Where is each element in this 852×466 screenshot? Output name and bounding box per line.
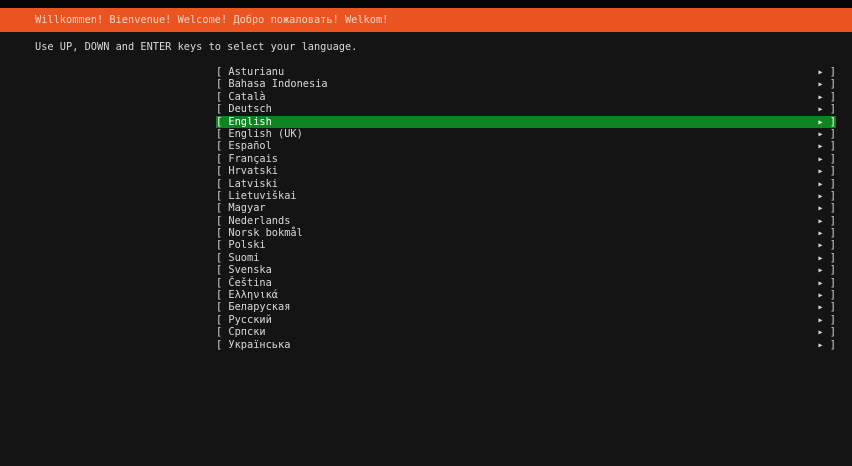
language-label: [ Asturianu [216,66,285,78]
language-option[interactable]: [ Suomi ▸ ] [216,252,836,264]
language-label: [ Српски [216,326,266,339]
language-option[interactable]: [ Polski ▸ ] [216,239,836,251]
language-label: [ Русский [216,313,272,326]
arrow-right-icon: ▸ ] [817,338,836,351]
language-option[interactable]: [ English (UK) ▸ ] [216,128,836,140]
language-label: [ Беларуская [216,301,291,314]
language-option[interactable]: [ Українська ▸ ] [216,339,836,351]
language-option[interactable]: [ Русский ▸ ] [216,314,836,326]
language-list: [ Asturianu ▸ ][ Bahasa Indonesia ▸ ][ Cat… [216,66,836,351]
instructions: Use UP, DOWN and ENTER keys to select yo… [35,41,358,53]
language-option[interactable]: [ Latviski ▸ ] [216,178,836,190]
language-option[interactable]: [ Ελληνικά ▸ ] [216,289,836,301]
arrow-right-icon: ▸ ] [817,227,836,240]
language-label: [ Lietuviškai [216,189,297,202]
top-strip [0,0,852,8]
language-label: [ Norsk bokmål [216,227,303,240]
arrow-right-icon: ▸ ] [817,103,836,116]
header-title: Willkommen! Bienvenue! Welcome! Добро по… [35,14,389,26]
language-option[interactable]: [ Lietuviškai ▸ ] [216,190,836,202]
arrow-right-icon: ▸ ] [817,115,836,128]
arrow-right-icon: ▸ ] [817,127,836,140]
language-option[interactable]: [ Français ▸ ] [216,153,836,165]
arrow-right-icon: ▸ ] [817,251,836,264]
language-label: [ Hrvatski [216,165,278,178]
arrow-right-icon: ▸ ] [817,289,836,302]
arrow-right-icon: ▸ ] [817,214,836,227]
language-label: [ Français [216,152,278,165]
arrow-right-icon: ▸ ] [817,264,836,277]
arrow-right-icon: ▸ ] [817,165,836,178]
language-option[interactable]: [ Svenska ▸ ] [216,264,836,276]
language-option[interactable]: [ Čeština ▸ ] [216,277,836,289]
arrow-right-icon: ▸ ] [817,189,836,202]
arrow-right-icon: ▸ ] [817,301,836,314]
language-label: [ Українська [216,338,291,351]
language-label: [ Polski [216,239,266,252]
language-option[interactable]: [ Asturianu ▸ ] [216,66,836,78]
language-label: [ Suomi [216,251,260,264]
language-label: [ English [216,115,272,128]
language-label: [ Deutsch [216,103,272,116]
language-label: [ Čeština [216,276,272,289]
arrow-right-icon: ▸ ] [817,239,836,252]
language-label: [ Svenska [216,264,272,277]
header-banner: Willkommen! Bienvenue! Welcome! Добро по… [0,8,852,32]
language-option[interactable]: [ Norsk bokmål ▸ ] [216,227,836,239]
arrow-right-icon: ▸ ] [817,326,836,339]
language-option[interactable]: [ Bahasa Indonesia ▸ ] [216,78,836,90]
language-label: [ Español [216,140,272,153]
arrow-right-icon: ▸ ] [817,66,836,78]
language-label: [ Bahasa Indonesia [216,78,328,91]
arrow-right-icon: ▸ ] [817,313,836,326]
language-option[interactable]: [ Català ▸ ] [216,91,836,103]
arrow-right-icon: ▸ ] [817,202,836,215]
language-label: [ Nederlands [216,214,291,227]
language-option[interactable]: [ Deutsch ▸ ] [216,103,836,115]
language-option[interactable]: [ Hrvatski ▸ ] [216,165,836,177]
arrow-right-icon: ▸ ] [817,140,836,153]
language-option[interactable]: [ Magyar ▸ ] [216,202,836,214]
language-option[interactable]: [ Беларуская ▸ ] [216,301,836,313]
language-option[interactable]: [ Español ▸ ] [216,140,836,152]
language-label: [ Ελληνικά [216,289,278,302]
arrow-right-icon: ▸ ] [817,90,836,103]
language-option[interactable]: [ Nederlands ▸ ] [216,215,836,227]
arrow-right-icon: ▸ ] [817,152,836,165]
arrow-right-icon: ▸ ] [817,177,836,190]
language-label: [ Magyar [216,202,266,215]
language-option[interactable]: [ English ▸ ] [216,115,836,128]
language-label: [ Latviski [216,177,278,190]
arrow-right-icon: ▸ ] [817,276,836,289]
language-option[interactable]: [ Српски ▸ ] [216,326,836,338]
language-label: [ English (UK) [216,127,303,140]
language-label: [ Català [216,90,266,103]
arrow-right-icon: ▸ ] [817,78,836,91]
